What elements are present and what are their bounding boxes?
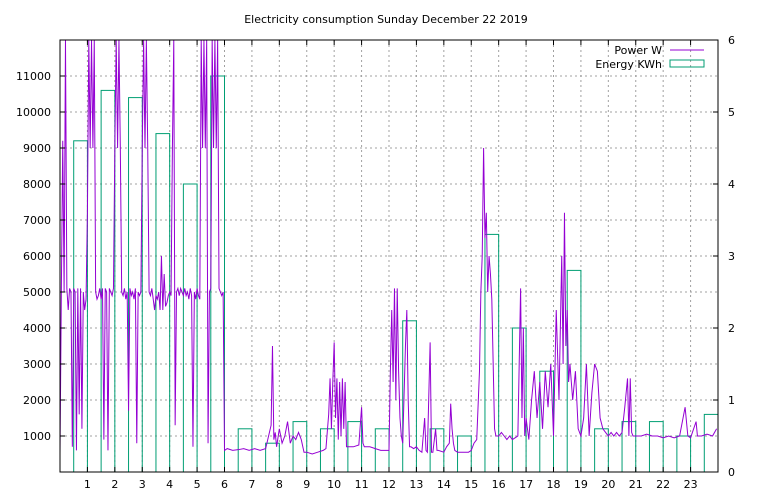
x-tick-label: 4: [166, 478, 173, 491]
y2-tick-label: 3: [728, 250, 735, 263]
power-series-line: [59, 39, 718, 455]
x-tick-label: 1: [84, 478, 91, 491]
x-tick-label: 23: [684, 478, 698, 491]
energy-bar-12: [402, 320, 417, 473]
y-tick-label: 11000: [16, 70, 51, 83]
energy-bar-22: [676, 435, 692, 473]
x-tick-label: 19: [574, 478, 588, 491]
x-tick-label: 3: [139, 478, 146, 491]
y-tick-label: 7000: [23, 214, 51, 227]
energy-bar-5: [210, 75, 226, 473]
y-tick-label: 4000: [23, 322, 51, 335]
y-tick-label: 10000: [16, 106, 51, 119]
x-tick-label: 8: [276, 478, 283, 491]
y2-tick-label: 1: [728, 394, 735, 407]
energy-bar-19: [594, 428, 609, 473]
legend-label-power: Power W: [614, 44, 662, 57]
x-tick-label: 13: [409, 478, 423, 491]
legend-swatch-energy: [669, 59, 705, 68]
energy-bar-2: [128, 97, 143, 473]
y-tick-label: 8000: [23, 178, 51, 191]
y2-tick-label: 5: [728, 106, 735, 119]
energy-bar-7: [265, 442, 280, 473]
y2-tick-label: 6: [728, 34, 735, 47]
x-tick-label: 5: [194, 478, 201, 491]
y2-tick-label: 4: [728, 178, 735, 191]
x-tick-label: 2: [111, 478, 118, 491]
chart-title: Electricity consumption Sunday December …: [244, 13, 528, 26]
y-tick-label: 5000: [23, 286, 51, 299]
x-tick-label: 9: [303, 478, 310, 491]
x-tick-label: 17: [519, 478, 533, 491]
x-tick-label: 18: [547, 478, 561, 491]
x-axis-ticks: 1 2 3 4 5 6 7 8 9 10 11 12 13 14 15 16 17 18 19 20 21 22 23: [84, 40, 698, 491]
energy-bar-14: [457, 435, 472, 473]
y2-axis-ticks: 0 1 2 3 4 5 6: [713, 34, 735, 479]
x-tick-label: 10: [327, 478, 341, 491]
x-tick-label: 7: [248, 478, 255, 491]
y-tick-label: 2000: [23, 394, 51, 407]
y-tick-label: 9000: [23, 142, 51, 155]
x-tick-label: 6: [221, 478, 228, 491]
energy-bar-8: [292, 421, 308, 473]
y-axis-ticks: 1000 2000 3000 4000 5000 6000 7000 8000 9000 1000…: [16, 70, 65, 443]
y-tick-label: 6000: [23, 250, 51, 263]
y-tick-label: 3000: [23, 358, 51, 371]
y-tick-label: 1000: [23, 430, 51, 443]
power-line-group: [59, 39, 718, 455]
legend-label-energy: Energy KWh: [595, 58, 662, 71]
x-tick-label: 14: [437, 478, 451, 491]
energy-bar-23: [703, 413, 719, 473]
y2-tick-label: 0: [728, 466, 735, 479]
energy-bar-21: [648, 421, 664, 473]
x-tick-label: 15: [464, 478, 478, 491]
x-tick-label: 11: [355, 478, 369, 491]
legend: Power W Energy KWh: [595, 44, 705, 71]
x-tick-label: 20: [601, 478, 615, 491]
grid-lines: [60, 40, 718, 472]
x-tick-label: 12: [382, 478, 396, 491]
energy-bars: [73, 75, 719, 473]
x-tick-label: 21: [629, 478, 643, 491]
x-tick-label: 16: [492, 478, 506, 491]
y2-tick-label: 2: [728, 322, 735, 335]
x-tick-label: 22: [656, 478, 670, 491]
